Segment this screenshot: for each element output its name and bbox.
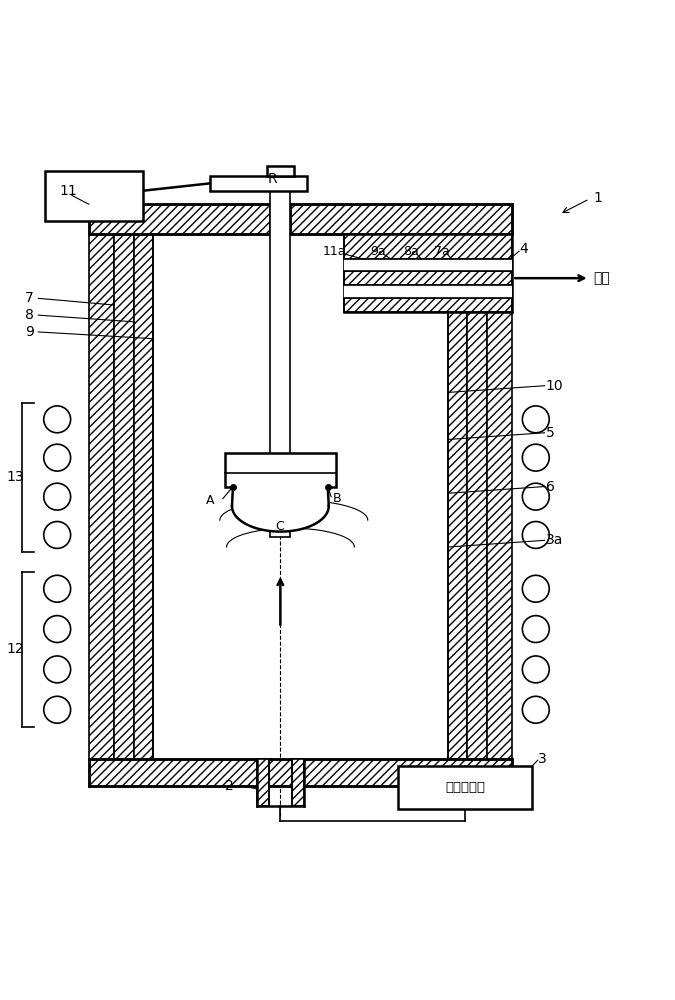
Text: 1: 1 — [593, 191, 602, 205]
Text: 排气: 排气 — [593, 271, 610, 285]
Bar — [267, 166, 294, 176]
Polygon shape — [232, 487, 329, 532]
Bar — [290, 204, 512, 234]
Text: 7: 7 — [25, 291, 34, 305]
Bar — [487, 234, 512, 759]
Bar — [344, 271, 512, 285]
Bar — [344, 298, 512, 312]
Text: 5: 5 — [546, 426, 555, 440]
Bar — [398, 766, 533, 809]
Bar — [89, 234, 114, 759]
Text: 4: 4 — [519, 242, 528, 256]
Text: 7a: 7a — [434, 245, 450, 258]
Bar — [114, 234, 134, 759]
Text: 3a: 3a — [546, 533, 563, 547]
Bar — [134, 234, 153, 759]
Text: 6: 6 — [546, 480, 555, 494]
Bar — [344, 234, 512, 259]
Bar — [89, 204, 270, 234]
Text: 9a: 9a — [370, 245, 385, 258]
Text: C: C — [275, 520, 284, 533]
Bar — [210, 176, 307, 191]
Bar — [89, 759, 512, 786]
Text: 11a: 11a — [323, 245, 346, 258]
Bar — [153, 234, 448, 759]
Bar — [270, 184, 290, 537]
Text: 2: 2 — [225, 779, 234, 793]
Text: A: A — [206, 494, 215, 507]
Text: 10: 10 — [546, 379, 564, 393]
Text: 8: 8 — [25, 308, 34, 322]
Bar — [344, 259, 512, 271]
Text: R: R — [267, 172, 277, 186]
Bar — [270, 204, 290, 234]
Bar — [344, 285, 512, 298]
Bar — [448, 234, 466, 759]
Text: 8a: 8a — [404, 245, 419, 258]
Text: 12: 12 — [7, 642, 24, 656]
Bar — [466, 234, 487, 759]
Bar — [256, 759, 269, 806]
Text: 9: 9 — [25, 325, 34, 339]
Text: 11: 11 — [59, 184, 78, 198]
Text: B: B — [333, 492, 342, 505]
Bar — [292, 759, 304, 806]
Bar — [225, 453, 336, 487]
Text: 气体供给源: 气体供给源 — [446, 781, 485, 794]
Text: 3: 3 — [538, 752, 547, 766]
Text: 13: 13 — [7, 470, 24, 484]
Bar — [45, 171, 142, 221]
